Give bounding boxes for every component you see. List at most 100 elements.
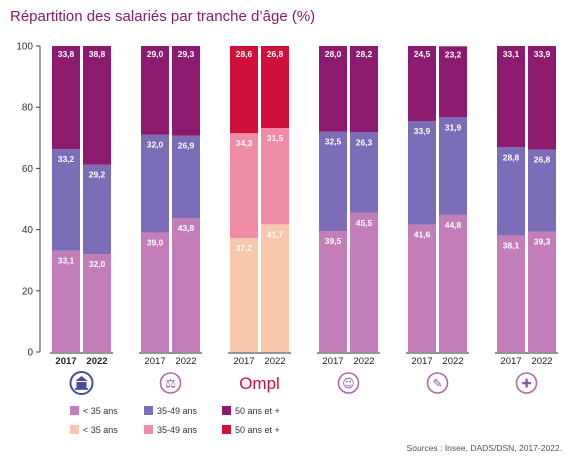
bank-icon-roof — [75, 376, 88, 381]
data-label-under-35: 39,3 — [534, 237, 551, 247]
bar-segment-35-49 — [230, 133, 258, 239]
data-label-35-49: 26,9 — [178, 141, 195, 151]
bar-segment-50-plus — [350, 46, 378, 133]
bar-segment-35-49 — [141, 134, 169, 233]
bar-segment-under-35 — [261, 224, 289, 352]
x-tick-label: 2022 — [442, 356, 463, 367]
bar-segment-50-plus — [172, 46, 200, 136]
data-label-under-35: 41,6 — [414, 230, 431, 240]
person-icon-glyph: ☺ — [342, 377, 355, 391]
data-label-35-49: 32,0 — [147, 140, 164, 150]
bar-segment-under-35 — [497, 235, 525, 352]
y-tick-label: 80 — [22, 103, 34, 114]
bar-segment-under-35 — [52, 250, 80, 352]
graduation-cap-icon — [426, 372, 449, 394]
person-icon — [337, 372, 360, 394]
bar-segment-50-plus — [141, 46, 169, 135]
legend-swatch — [222, 406, 231, 415]
bank-icon-columns — [76, 382, 87, 388]
data-label-35-49: 26,8 — [534, 155, 551, 165]
bar-segment-35-49 — [83, 164, 111, 255]
ompl-logo: Ompl — [239, 374, 280, 393]
source-note: Sources : Insee, DADS/DSN, 2017-2022. — [406, 443, 562, 453]
x-tick-label: 2022 — [86, 356, 107, 367]
y-tick-label: 20 — [22, 286, 34, 297]
bar-segment-under-35 — [528, 231, 556, 352]
bar-segment-35-49 — [319, 131, 347, 232]
medical-icon — [515, 372, 538, 394]
data-label-50-plus: 24,5 — [414, 49, 431, 59]
data-label-under-35: 37,2 — [236, 243, 253, 253]
legend-label: 35-49 ans — [157, 425, 198, 435]
data-label-35-49: 31,9 — [445, 122, 462, 132]
legend-swatch — [222, 425, 231, 434]
data-label-50-plus: 28,6 — [236, 49, 253, 59]
x-tick-label: 2022 — [353, 356, 374, 367]
data-label-under-35: 44,8 — [445, 220, 462, 230]
bar-segment-under-35 — [439, 214, 467, 352]
bar-segment-under-35 — [319, 231, 347, 352]
data-label-50-plus: 33,8 — [58, 49, 75, 59]
legend-swatch — [70, 425, 79, 434]
bar-segment-35-49 — [408, 120, 436, 225]
y-tick-label: 60 — [22, 164, 34, 175]
legend-label: < 35 ans — [83, 425, 118, 435]
bar-segment-under-35 — [141, 232, 169, 352]
x-tick-label: 2022 — [531, 356, 552, 367]
scales-icon — [159, 372, 182, 394]
legend-label: < 35 ans — [83, 406, 118, 416]
x-tick-label: 2017 — [411, 356, 432, 367]
legend-swatch — [144, 425, 153, 434]
data-label-under-35: 38,1 — [503, 240, 520, 250]
x-tick-label: 2022 — [264, 356, 285, 367]
bar-segment-50-plus — [83, 46, 111, 165]
bar-segment-50-plus — [230, 46, 258, 134]
medical-icon-glyph: ✚ — [521, 377, 531, 391]
graduation-cap-icon-glyph: ✎ — [432, 377, 442, 391]
bar-segment-under-35 — [83, 254, 111, 352]
bar-segment-under-35 — [230, 238, 258, 352]
bar-segment-50-plus — [528, 46, 556, 150]
data-label-35-49: 32,5 — [325, 137, 342, 147]
bank-icon-base — [75, 388, 88, 390]
x-tick-label: 2017 — [500, 356, 521, 367]
y-tick-label: 0 — [27, 348, 33, 359]
data-label-35-49: 33,2 — [58, 154, 75, 164]
data-label-50-plus: 33,1 — [503, 49, 520, 59]
legend-label: 50 ans et + — [235, 406, 280, 416]
bar-segment-50-plus — [52, 46, 80, 150]
data-label-50-plus: 38,8 — [89, 49, 106, 59]
bar-segment-50-plus — [497, 46, 525, 148]
data-label-under-35: 33,1 — [58, 256, 75, 266]
bar-segment-35-49 — [528, 149, 556, 232]
data-label-50-plus: 29,3 — [178, 49, 195, 59]
y-tick-label: 100 — [16, 42, 33, 53]
data-label-50-plus: 28,2 — [356, 49, 373, 59]
legend-swatch — [144, 406, 153, 415]
data-label-50-plus: 23,2 — [445, 49, 462, 59]
data-label-under-35: 39,0 — [147, 238, 164, 248]
data-label-35-49: 33,9 — [414, 126, 431, 136]
x-tick-label: 2017 — [233, 356, 254, 367]
bar-segment-50-plus — [319, 46, 347, 132]
bar-segment-under-35 — [408, 224, 436, 352]
bar-segment-35-49 — [439, 117, 467, 215]
bar-segment-under-35 — [350, 212, 378, 352]
data-label-35-49: 28,8 — [503, 152, 520, 162]
x-tick-label: 2017 — [144, 356, 165, 367]
bar-segment-under-35 — [172, 217, 200, 352]
scales-icon-glyph: ⚖ — [165, 377, 176, 391]
bar-segment-35-49 — [350, 132, 378, 213]
y-tick-label: 40 — [22, 225, 34, 236]
data-label-50-plus: 28,0 — [325, 49, 342, 59]
x-tick-label: 2017 — [55, 356, 76, 367]
x-tick-label: 2022 — [175, 356, 196, 367]
data-label-35-49: 26,3 — [356, 137, 373, 147]
data-label-50-plus: 26,8 — [267, 49, 284, 59]
chart-title: Répartition des salariés par tranche d’â… — [10, 8, 316, 25]
bar-segment-35-49 — [52, 149, 80, 251]
data-label-50-plus: 33,9 — [534, 49, 551, 59]
data-label-under-35: 45,5 — [356, 218, 373, 228]
bar-segment-50-plus — [261, 46, 289, 129]
